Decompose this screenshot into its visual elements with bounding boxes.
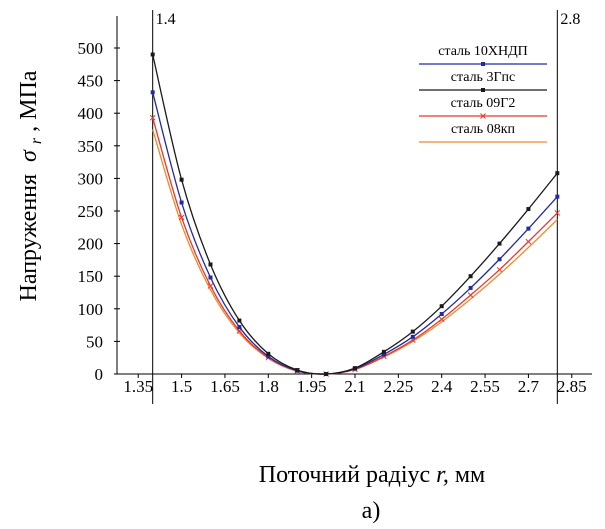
series-line (152, 117, 558, 375)
data-point (555, 194, 560, 199)
data-point (555, 171, 560, 176)
x-tick-label: 2.25 (383, 377, 413, 396)
series-2 (150, 52, 560, 376)
data-point (266, 351, 271, 356)
y-tick-label: 100 (78, 300, 104, 319)
data-point (178, 214, 185, 221)
y-tick-label: 250 (78, 202, 104, 221)
x-tick-label: 2.7 (518, 377, 540, 396)
series-layer (149, 52, 561, 377)
y-axis-label: Напруження σ r , МПа (16, 70, 47, 301)
series-line (152, 54, 558, 375)
vline-label: 1.4 (156, 11, 176, 28)
y-axis-label-main: Напруження (16, 174, 42, 302)
legend-label: сталь 3Гпс (451, 70, 516, 85)
legend-label: сталь 09Г2 (451, 96, 516, 111)
y-tick-label: 450 (78, 72, 104, 91)
x-tick-label: 1.95 (297, 377, 327, 396)
legend-marker (481, 88, 485, 92)
data-point (438, 316, 445, 323)
data-point (439, 304, 444, 309)
data-point (150, 90, 155, 95)
y-tick-label: 300 (78, 169, 104, 188)
data-point (410, 334, 415, 339)
legend: сталь 10ХНДП сталь 3Гпс сталь 09Г2 сталь 08… (419, 44, 547, 143)
data-point (353, 366, 357, 371)
data-point (468, 274, 473, 279)
data-point (496, 266, 503, 273)
x-tick-label: 2.4 (431, 377, 453, 396)
x-axis-label-main: Поточний радіус (259, 462, 436, 488)
data-point (179, 177, 184, 182)
x-tick-label: 2.1 (344, 377, 365, 396)
data-point (554, 210, 561, 216)
data-point (324, 372, 329, 376)
y-tick-label: 0 (95, 365, 104, 384)
legend-marker (481, 62, 485, 66)
y-axis-label-unit: , МПа (16, 70, 42, 132)
data-point (497, 257, 502, 262)
data-point (381, 349, 386, 354)
y-tick-label: 150 (78, 267, 104, 286)
data-point (150, 52, 155, 57)
y-tick-label: 350 (78, 137, 104, 156)
data-point (439, 312, 444, 317)
x-tick-label: 2.55 (470, 377, 500, 396)
series-4 (152, 129, 558, 375)
reference-lines: 1.4 2.8 (152, 10, 580, 404)
y-tick-label: 500 (78, 39, 104, 58)
legend-label: сталь 10ХНДП (438, 44, 528, 59)
y-tick-label: 50 (86, 332, 103, 351)
data-point (179, 200, 184, 205)
data-point (207, 283, 214, 289)
series-line (152, 129, 558, 375)
y-axis-label-sub: r (28, 137, 45, 144)
x-axis-label-unit: мм (455, 462, 485, 488)
data-point (295, 368, 300, 373)
data-point (497, 241, 502, 246)
y-tick-label: 400 (78, 104, 104, 123)
data-point (381, 352, 386, 357)
y-axis-label-symbol: σ (16, 149, 42, 162)
data-point (525, 238, 532, 245)
data-point (526, 226, 531, 231)
x-tick-label: 1.5 (171, 377, 192, 396)
data-point (149, 114, 156, 121)
y-tick-label: 200 (78, 235, 104, 254)
x-axis-label: Поточний радіус r, мм (259, 462, 485, 488)
x-tick-label: 1.8 (258, 377, 279, 396)
data-point (237, 325, 242, 330)
data-point (208, 262, 213, 267)
x-tick-label: 1.35 (123, 377, 153, 396)
data-point (526, 207, 531, 212)
figure-caption: а) (362, 498, 381, 524)
data-point (266, 354, 271, 359)
legend-marker (480, 113, 486, 119)
vline-label: 2.8 (560, 11, 580, 28)
x-tick-label: 2.85 (557, 377, 587, 396)
axes: 0 50 100 150 200 250 300 350 400 450 500 1.35 1.5 1.6… (78, 16, 592, 396)
data-point (208, 275, 213, 280)
legend-label: сталь 08кп (451, 122, 516, 137)
data-point (237, 318, 242, 323)
x-tick-label: 1.65 (210, 377, 240, 396)
data-point (467, 292, 474, 298)
data-point (410, 329, 415, 334)
data-point (468, 285, 473, 290)
x-axis-label-var: r, (436, 462, 449, 488)
